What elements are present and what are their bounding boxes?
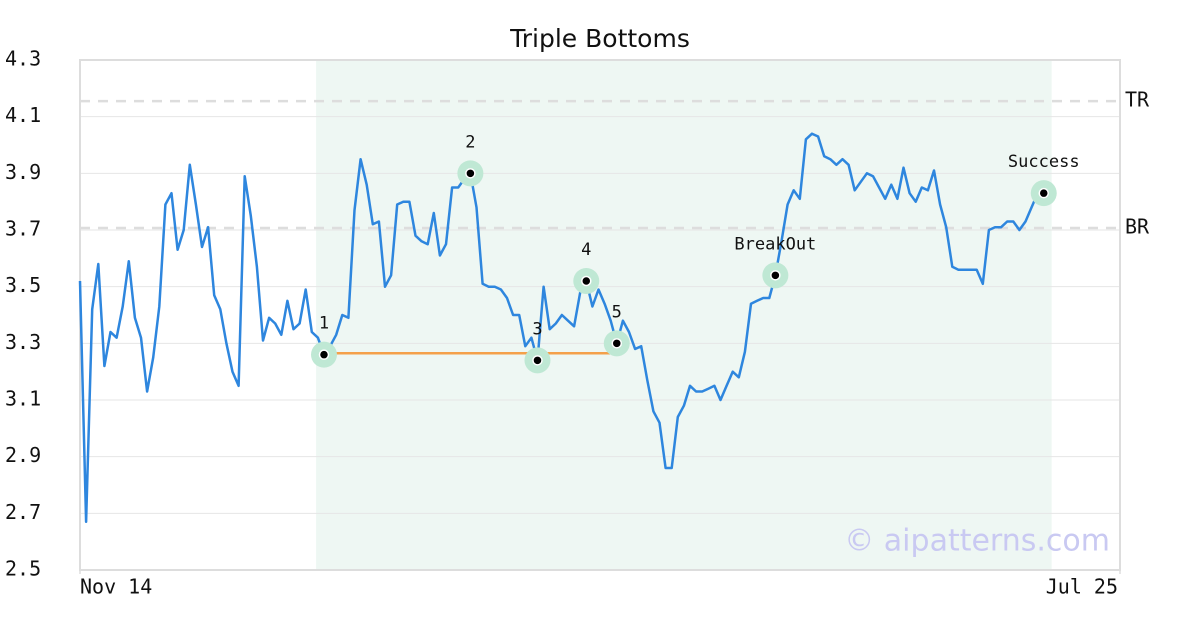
pattern-point (770, 270, 781, 281)
y-tick-label: 2.7 (5, 500, 41, 524)
highlight-region (316, 60, 1052, 570)
y-tick-label: 3.1 (5, 387, 41, 411)
watermark: © aipatterns.com (844, 524, 1110, 559)
y-tick-label: 4.1 (5, 103, 41, 127)
price-line (78, 132, 1050, 524)
annotation-label: 5 (612, 302, 622, 322)
y-tick-label: 3.7 (5, 217, 41, 241)
annotation-label: Success (1008, 152, 1080, 172)
pattern-point (611, 338, 623, 349)
chart-title: Triple Bottoms (509, 24, 690, 53)
x-tick-label: Jul 25 (1046, 575, 1118, 599)
pattern-point (581, 275, 592, 287)
y-tick-label: 2.9 (5, 443, 41, 467)
reference-label: TR (1125, 88, 1150, 112)
y-tick-label: 2.5 (5, 557, 41, 581)
annotation-label: 4 (581, 240, 591, 260)
x-tick-label: Nov 14 (80, 575, 152, 599)
reference-label: BR (1125, 215, 1150, 239)
y-tick-label: 3.5 (5, 273, 41, 297)
annotation-label: 1 (319, 314, 329, 334)
pattern-point (1038, 187, 1050, 199)
annotation-label: 3 (532, 319, 542, 339)
annotation-label: 2 (465, 132, 475, 152)
y-tick-label: 3.3 (5, 330, 41, 354)
pattern-point (318, 349, 330, 360)
pattern-point (465, 168, 476, 179)
y-tick-label: 4.3 (5, 47, 41, 71)
y-tick-label: 3.9 (5, 160, 41, 184)
annotation-label: BreakOut (734, 234, 816, 254)
pattern-point (532, 355, 543, 366)
